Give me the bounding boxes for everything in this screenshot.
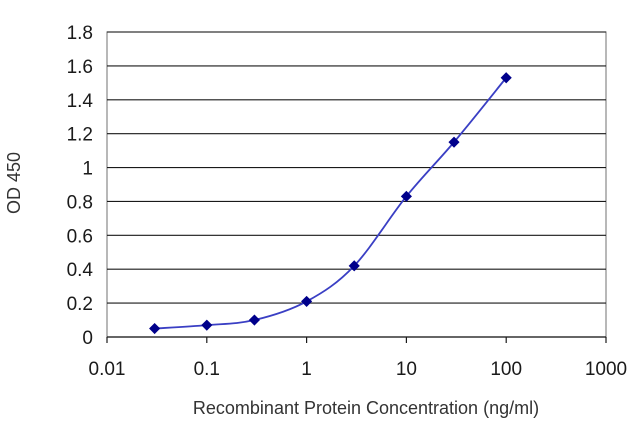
x-tick-label: 0.01 <box>89 359 126 380</box>
data-point-marker <box>448 136 460 148</box>
x-tick-label: 1 <box>301 359 312 380</box>
y-tick-label: 0.4 <box>67 260 94 281</box>
data-point-marker <box>149 322 161 335</box>
y-tick-label: 1.2 <box>67 125 93 146</box>
y-tick-labels: 0 0.2 0.4 0.6 0.8 1 1.2 1.4 1.6 1.8 <box>67 23 94 349</box>
data-point-marker <box>500 72 512 84</box>
y-tick-label: 0.2 <box>67 294 93 315</box>
data-point-marker <box>248 314 260 326</box>
y-axis-title: OD 450 <box>4 152 24 214</box>
plot-area <box>106 31 607 338</box>
x-tick-labels: 0.01 0.1 1 10 100 1000 <box>89 359 628 380</box>
grid-lines <box>107 31 606 338</box>
y-tick-label: 1.8 <box>67 23 93 44</box>
y-tick-label: 1 <box>82 159 93 180</box>
x-tick-label: 1000 <box>585 359 627 380</box>
data-point-marker <box>301 295 313 307</box>
x-axis-title: Recombinant Protein Concentration (ng/ml… <box>193 398 539 418</box>
x-tick-marks <box>106 337 607 343</box>
plot-frame <box>106 31 607 338</box>
series-layer <box>149 72 512 335</box>
data-point-marker <box>348 260 360 272</box>
x-tick-label: 10 <box>396 359 417 380</box>
y-tick-label: 1.6 <box>67 57 93 78</box>
y-tick-label: 0.8 <box>67 192 93 213</box>
x-tick-label: 0.1 <box>194 359 220 380</box>
y-tick-label: 0.6 <box>67 226 93 247</box>
y-tick-label: 0 <box>82 328 93 349</box>
x-tick-label: 100 <box>490 359 522 380</box>
data-point-marker <box>201 319 213 331</box>
data-point-marker <box>400 190 412 202</box>
y-tick-label: 1.4 <box>67 91 94 112</box>
